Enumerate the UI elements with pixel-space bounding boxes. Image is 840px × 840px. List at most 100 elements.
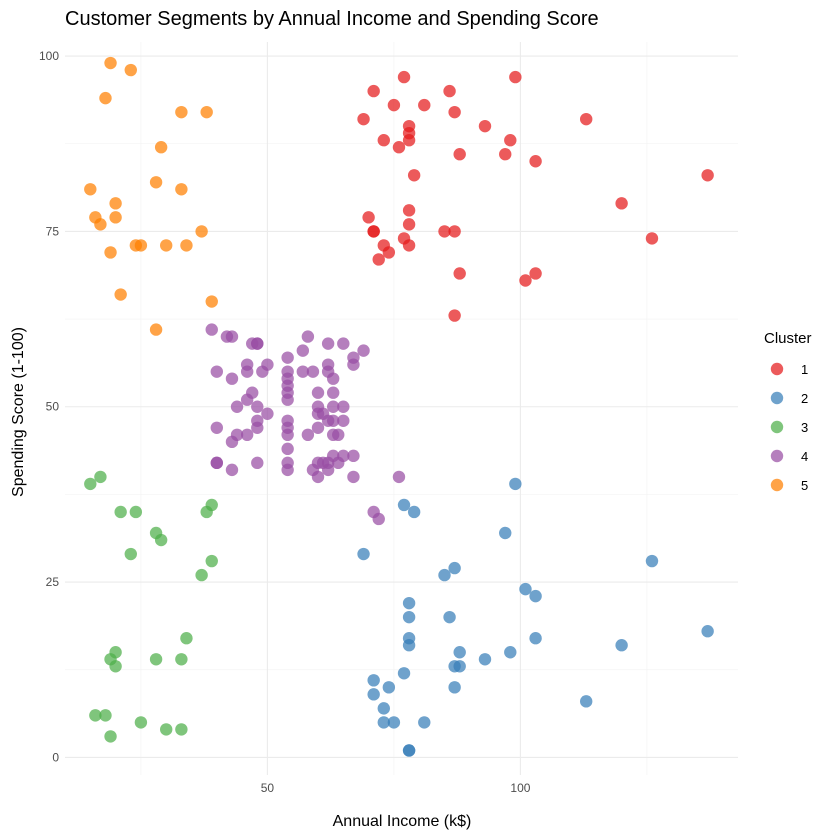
data-point <box>407 169 421 182</box>
grid <box>65 42 738 775</box>
data-point <box>296 365 310 378</box>
data-point <box>453 267 466 280</box>
y-tick-label: 50 <box>46 400 60 414</box>
legend-key <box>770 362 784 376</box>
data-point <box>230 400 244 413</box>
data-point <box>160 723 173 736</box>
data-point <box>154 141 168 154</box>
data-point <box>240 365 254 378</box>
data-point <box>129 505 143 519</box>
data-point <box>448 105 461 119</box>
y-tick-label: 0 <box>52 750 59 764</box>
data-point <box>504 134 517 147</box>
data-point <box>337 400 350 413</box>
data-point <box>175 653 188 666</box>
data-point <box>205 554 218 568</box>
data-point <box>443 84 456 98</box>
data-point <box>362 211 375 224</box>
data-point <box>104 56 117 70</box>
legend-key <box>770 420 784 434</box>
data-point <box>326 372 340 385</box>
data-point <box>402 126 416 140</box>
y-tick-label: 75 <box>46 224 60 238</box>
data-point <box>529 267 542 280</box>
data-point <box>579 112 593 126</box>
x-axis-ticks: 50 100 <box>261 781 531 795</box>
x-axis-title: Annual Income (k$) <box>333 813 472 830</box>
data-point <box>281 414 294 427</box>
data-point <box>499 148 512 161</box>
data-point <box>392 470 406 484</box>
data-point <box>326 400 340 413</box>
data-point <box>499 526 512 540</box>
legend: Cluster 1 2 3 4 5 <box>764 330 812 493</box>
chart-title: Customer Segments by Annual Income and S… <box>65 8 599 30</box>
data-point <box>387 98 401 112</box>
data-point <box>104 730 117 743</box>
data-point <box>205 323 218 336</box>
data-point <box>195 225 208 238</box>
data-point <box>701 169 714 182</box>
data-point <box>210 365 224 378</box>
data-point <box>230 428 244 442</box>
data-point <box>154 533 168 547</box>
data-point <box>337 449 350 463</box>
data-point <box>84 183 97 196</box>
data-point <box>225 330 239 343</box>
data-point <box>210 421 224 434</box>
data-point <box>438 568 451 582</box>
legend-item-5: 5 <box>770 478 808 493</box>
data-point <box>357 547 370 561</box>
data-point <box>84 477 97 491</box>
data-point <box>175 183 188 196</box>
legend-label: 5 <box>801 478 808 493</box>
series-cluster-2 <box>357 477 714 757</box>
data-point <box>402 596 416 610</box>
data-point <box>701 625 714 638</box>
data-point <box>387 716 401 729</box>
data-point <box>382 681 396 694</box>
data-point <box>160 239 173 252</box>
data-point <box>306 365 320 378</box>
data-point <box>94 470 107 484</box>
data-point <box>448 681 461 694</box>
data-point <box>94 218 107 231</box>
data-point <box>261 358 274 371</box>
data-point <box>448 309 461 322</box>
data-point <box>251 400 264 413</box>
data-point <box>281 442 294 456</box>
data-point <box>529 632 542 645</box>
data-point <box>443 610 456 624</box>
data-point <box>367 688 380 701</box>
data-point <box>529 589 542 603</box>
y-tick-label: 25 <box>46 575 60 589</box>
x-tick-label: 100 <box>510 781 530 795</box>
data-point <box>367 674 380 687</box>
data-point <box>321 337 335 350</box>
data-point <box>453 646 466 659</box>
data-point <box>326 414 340 427</box>
legend-label: 1 <box>801 362 808 377</box>
data-point <box>402 744 416 757</box>
legend-label: 2 <box>801 391 808 406</box>
data-point <box>99 709 112 722</box>
data-point <box>397 70 411 84</box>
data-point <box>382 246 396 259</box>
data-point <box>124 63 137 77</box>
data-point <box>99 91 112 105</box>
x-tick-label: 50 <box>261 781 275 795</box>
data-point <box>519 582 532 596</box>
data-point <box>397 667 411 680</box>
data-point <box>418 716 431 729</box>
data-point <box>372 512 385 526</box>
legend-item-2: 2 <box>770 391 808 406</box>
series-cluster-5 <box>84 56 218 336</box>
series-cluster-3 <box>84 470 218 743</box>
y-axis-ticks: 0 25 50 75 100 <box>39 49 59 764</box>
data-point <box>418 98 431 112</box>
data-point <box>114 505 127 519</box>
data-point <box>332 428 345 442</box>
data-point <box>301 330 315 343</box>
data-point <box>240 428 254 442</box>
data-point <box>337 414 350 427</box>
